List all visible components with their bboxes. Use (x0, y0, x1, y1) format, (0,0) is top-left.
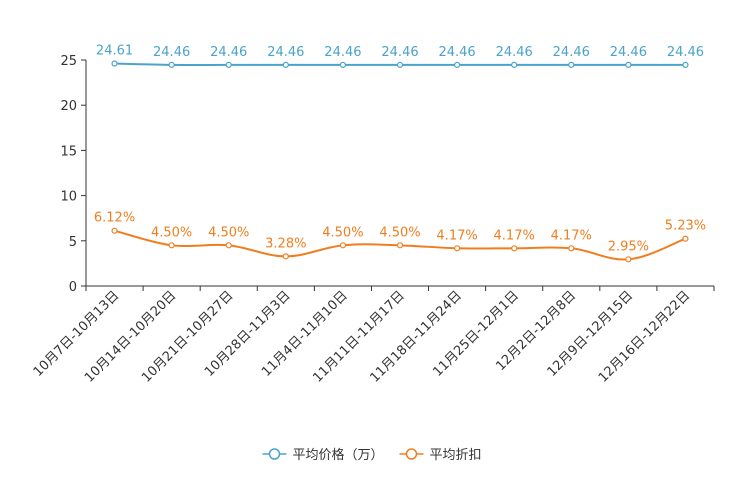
data-label: 24.46 (667, 45, 704, 60)
data-point (168, 242, 175, 249)
data-point (453, 245, 461, 252)
data-label: 24.46 (438, 45, 475, 60)
data-label: 6.12% (94, 211, 135, 226)
data-point (568, 61, 575, 68)
data-label: 4.50% (208, 225, 249, 240)
data-point (511, 245, 518, 252)
data-label: 4.17% (436, 228, 477, 243)
data-label: 5.23% (665, 219, 706, 234)
legend: 平均价格（万） 平均折扣 (262, 447, 482, 463)
data-point (339, 61, 347, 68)
y-tick-label: 0 (69, 280, 77, 295)
data-point (625, 256, 632, 263)
data-label: 4.50% (322, 225, 363, 240)
data-point (111, 60, 118, 67)
series-layer: 24.61 24.46 24.46 24.46 24.46 24.46 24.46 24.46… (94, 44, 706, 263)
data-label: 24.46 (553, 45, 590, 60)
data-label: 24.46 (267, 45, 304, 60)
data-point (511, 61, 518, 68)
data-label: 24.61 (96, 44, 133, 59)
legend-label: 平均价格（万） (292, 447, 383, 463)
data-point (282, 253, 289, 260)
y-tick-label: 5 (69, 235, 77, 250)
data-point (453, 61, 461, 68)
y-tick-label: 10 (60, 190, 77, 205)
data-label: 4.17% (551, 228, 592, 243)
data-point (282, 61, 289, 68)
data-label: 3.28% (265, 236, 306, 251)
data-label: 4.50% (151, 225, 192, 240)
legend-item-1: 平均价格（万） (262, 447, 384, 463)
data-label: 24.46 (324, 45, 361, 60)
data-point (682, 235, 689, 242)
data-point (225, 242, 232, 249)
legend-label: 平均折扣 (430, 448, 482, 463)
data-label: 2.95% (608, 239, 649, 254)
data-point (339, 242, 347, 249)
y-tick-label: 25 (60, 54, 77, 69)
data-point (111, 227, 118, 234)
y-tick-label: 20 (60, 99, 77, 114)
data-point (625, 61, 632, 68)
legend-marker (405, 448, 418, 460)
data-point (568, 245, 575, 252)
data-label: 4.50% (379, 225, 420, 240)
data-label: 24.46 (496, 45, 533, 60)
legend-item-2: 平均折扣 (399, 448, 482, 463)
data-point (682, 61, 689, 68)
y-tick-label: 15 (60, 144, 77, 159)
data-point (225, 61, 232, 68)
data-label: 24.46 (153, 45, 190, 60)
legend-marker (268, 448, 281, 460)
data-point (396, 242, 404, 249)
data-label: 4.17% (494, 228, 535, 243)
data-label: 24.46 (381, 45, 418, 60)
data-label: 24.46 (210, 45, 247, 60)
data-label: 24.46 (610, 45, 647, 60)
data-point (168, 61, 175, 68)
data-point (396, 61, 404, 68)
